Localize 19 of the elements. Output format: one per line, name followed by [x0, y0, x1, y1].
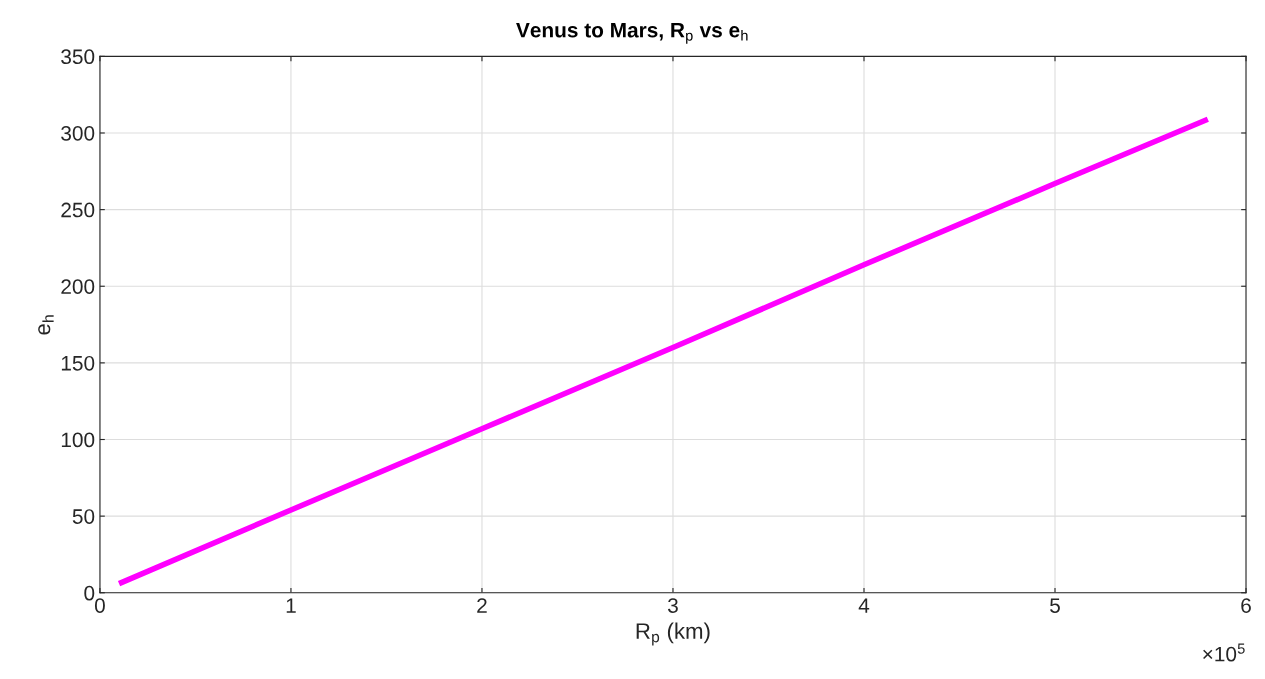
chart-title: Venus to Mars, R$_{p}$ vs e$_{h}$: [516, 22, 748, 44]
x-tick-label: 5: [1050, 598, 1060, 613]
y-tick-label: 0: [84, 585, 95, 601]
x-tick-label: 1: [286, 598, 296, 613]
x-tick-label: 0: [94, 598, 105, 613]
y-tick-label: 150: [61, 355, 95, 371]
y-axis-title: e$_{h}$: [38, 315, 54, 335]
y-tick-label: 100: [61, 432, 95, 448]
y-tick-label: 350: [61, 49, 95, 65]
x-tick-label: 6: [1241, 598, 1251, 613]
x-tick-label: 3: [667, 598, 678, 613]
x-tick-label: 4: [858, 598, 870, 613]
text: ×10$^{5}$: [1203, 643, 1245, 662]
y-tick-label: 200: [61, 279, 95, 294]
y-tick-label: 250: [61, 202, 95, 218]
y-tick-label: 50: [72, 509, 95, 524]
x-tick-label: 2: [477, 598, 487, 613]
x-axis-title: R$_{p}$ (km): [636, 622, 710, 646]
y-tick-label: 300: [61, 125, 95, 141]
